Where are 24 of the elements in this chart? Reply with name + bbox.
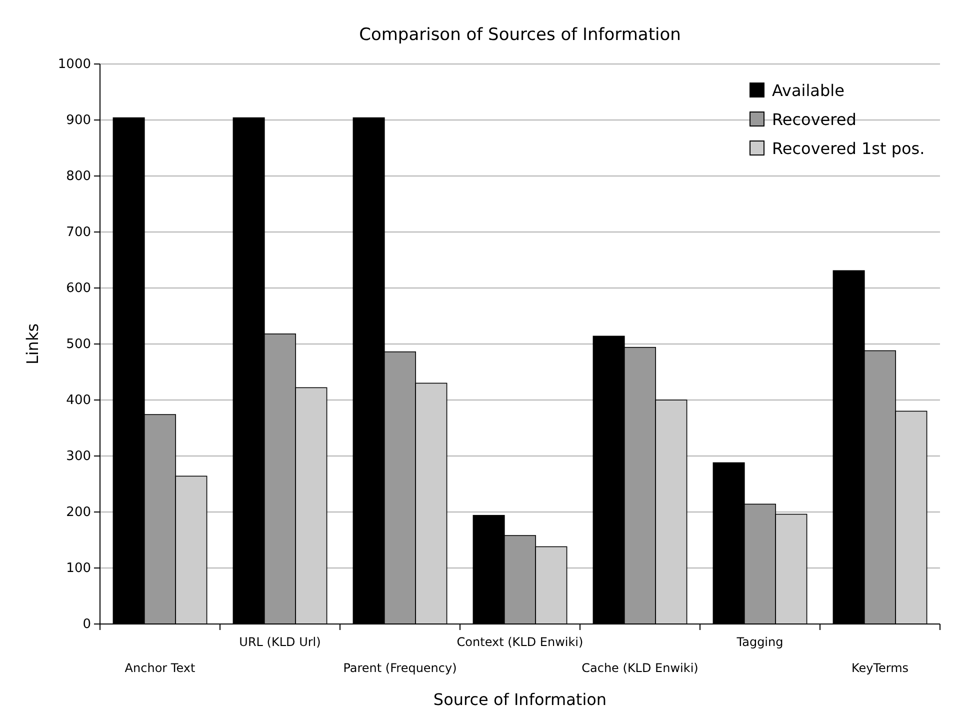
y-tick-label: 100 xyxy=(66,561,91,576)
x-tick-label: KeyTerms xyxy=(851,661,909,675)
legend-label: Recovered xyxy=(772,110,856,129)
y-tick-label: 900 xyxy=(66,113,91,128)
y-tick-label: 0 xyxy=(82,617,91,632)
y-tick-label: 300 xyxy=(66,449,91,464)
y-tick-label: 700 xyxy=(66,225,91,240)
y-tick-label: 500 xyxy=(66,337,91,352)
x-tick-label: Tagging xyxy=(736,635,784,649)
y-tick-label: 400 xyxy=(66,393,91,408)
x-tick-label: Anchor Text xyxy=(124,661,196,675)
chart-title: Comparison of Sources of Information xyxy=(359,25,681,45)
legend-label: Available xyxy=(772,81,844,100)
y-tick-label: 200 xyxy=(66,505,91,520)
y-tick-label: 600 xyxy=(66,281,91,296)
y-tick-label: 800 xyxy=(66,169,91,184)
x-axis-title: Source of Information xyxy=(433,690,607,709)
y-tick-label: 1000 xyxy=(58,57,91,72)
x-tick-label: Cache (KLD Enwiki) xyxy=(582,661,698,675)
x-tick-label: Parent (Frequency) xyxy=(343,661,457,675)
y-axis-title: Links xyxy=(23,323,42,365)
x-tick-label: URL (KLD Url) xyxy=(239,635,321,649)
legend-label: Recovered 1st pos. xyxy=(772,139,925,158)
x-tick-label: Context (KLD Enwiki) xyxy=(456,635,584,649)
